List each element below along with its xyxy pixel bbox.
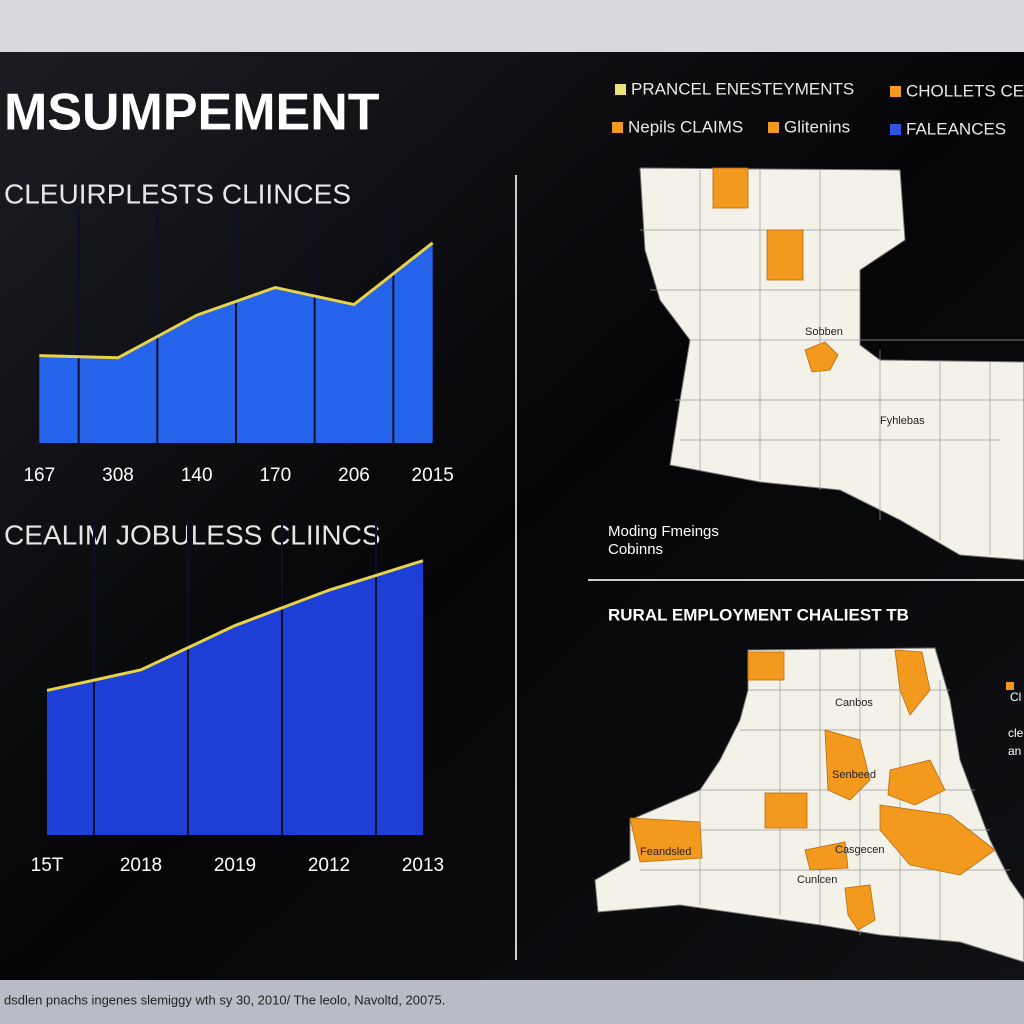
- line: [46, 559, 424, 692]
- legend-label: Glitenins: [784, 117, 850, 136]
- x-tick-label: 308: [102, 465, 134, 486]
- map-label: Sobben: [805, 326, 843, 338]
- map-title: RURAL EMPLOYMENT CHALIEST TB: [608, 605, 909, 624]
- map-bottom: Canbos Senbeed Casgecen Cunlcen Feandsle…: [594, 647, 1024, 963]
- legend-swatch: [615, 84, 626, 95]
- legend-swatch: [768, 122, 779, 133]
- map-label: Feandsled: [640, 846, 691, 858]
- x-tick-label: 2012: [308, 855, 350, 876]
- legend-label: Nepils CLAIMS: [628, 117, 743, 136]
- side-legend: cle: [1008, 726, 1024, 740]
- x-tick-label: 206: [338, 465, 370, 486]
- map-caption: Cobinns: [608, 541, 663, 558]
- footer: dsdlen pnachs ingenes slemiggy wth sy 30…: [4, 992, 445, 1007]
- map-caption: Moding Fmeings: [608, 523, 719, 540]
- map-top: Sobben Fyhlebas: [639, 167, 1024, 561]
- legend-label: PRANCEL ENESTEYMENTS: [631, 79, 854, 98]
- legend-swatch: [612, 122, 623, 133]
- map-label: Canbos: [835, 697, 873, 709]
- x-tick-label: 15T: [31, 855, 64, 876]
- side-legend-swatch: [1006, 682, 1014, 690]
- x-tick-label: 2015: [412, 465, 454, 486]
- map-label: Casgecen: [835, 844, 885, 856]
- x-tick-label: 2013: [402, 855, 444, 876]
- side-legend: Cl: [1010, 690, 1021, 704]
- x-tick-label: 140: [181, 465, 213, 486]
- legend: PRANCEL ENESTEYMENTS CHOLLETS CE Nepils CL…: [612, 79, 1024, 138]
- chart-title: CEALIM JOBULESS CLIINCS: [4, 519, 381, 550]
- chart-title: CLEUIRPLESTS CLIINCES: [4, 178, 351, 209]
- map-label: Cunlcen: [797, 874, 837, 886]
- legend-swatch: [890, 124, 901, 135]
- bezel: [0, 980, 1024, 1024]
- x-tick-label: 167: [23, 465, 55, 486]
- main-title: MSUMPEMENT: [4, 84, 380, 142]
- x-tick-label: 2019: [214, 855, 256, 876]
- x-tick-label: 2018: [120, 855, 162, 876]
- area: [47, 560, 423, 835]
- line: [39, 241, 434, 360]
- legend-label: CHOLLETS CE: [906, 81, 1024, 100]
- side-legend: an: [1008, 744, 1021, 758]
- map-label: Senbeed: [832, 769, 876, 781]
- wall: [0, 0, 1024, 52]
- x-tick-label: 170: [259, 465, 291, 486]
- map-label: Fyhlebas: [880, 415, 925, 427]
- legend-swatch: [890, 86, 901, 97]
- legend-label: FALEANCES: [906, 119, 1006, 138]
